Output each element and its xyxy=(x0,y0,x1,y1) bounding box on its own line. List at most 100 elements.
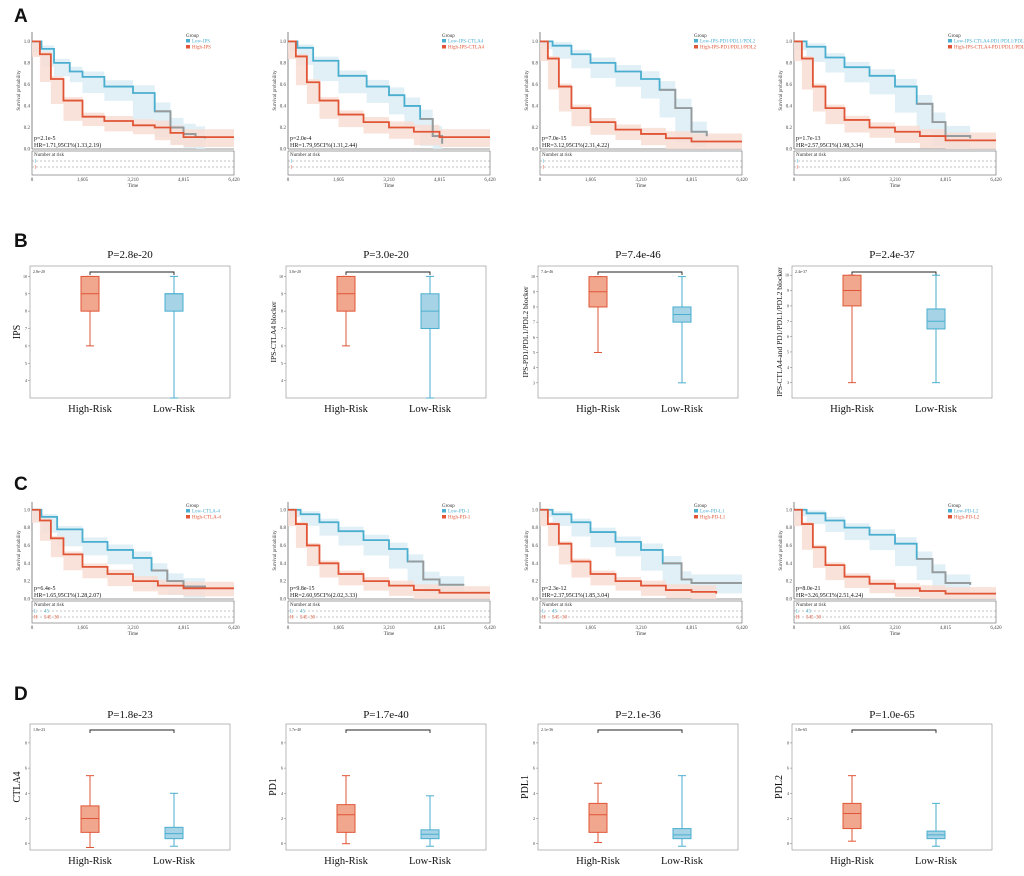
y-tick-label: 0.0 xyxy=(786,598,793,603)
km-plot-a-2: 0.0 0.2 0.4 0.6 0.8 1.0 Survival probability Gr… xyxy=(273,32,496,189)
x-tick-label: 4,815 xyxy=(434,626,446,631)
x-axis-label: Time xyxy=(384,184,395,189)
risk-count-high: H xyxy=(34,616,38,621)
category-label: Low-Risk xyxy=(915,856,958,867)
y-tick-label: 0.2 xyxy=(532,126,539,131)
y-axis-label: PD1 xyxy=(268,778,279,796)
hazard-ratio: HR=3.26,95CI%(2.51,4.24) xyxy=(796,592,863,599)
y-tick-label: 0.6 xyxy=(532,544,539,549)
significance-bracket xyxy=(597,729,683,733)
y-tick-label: 7 xyxy=(25,326,27,331)
box-plot-d-1: 1.8e-23 0 2 4 6 8 P=1.8e-23 CTLA4 High-Risk Low-R… xyxy=(12,709,231,867)
legend-title: Group xyxy=(948,504,961,509)
y-tick-label: 0.2 xyxy=(280,580,287,585)
y-tick-label: 0 xyxy=(281,841,283,846)
x-tick-label: 3,210 xyxy=(127,626,139,631)
risk-count-high: 545 xyxy=(300,616,308,621)
corner-p-label: 1.7e-40 xyxy=(289,727,301,732)
plot-frame xyxy=(29,723,231,851)
plot-frame xyxy=(537,265,739,399)
x-tick-label: 1,605 xyxy=(585,626,597,631)
km-curve-low-tail xyxy=(662,562,742,584)
legend-swatch-low xyxy=(442,509,446,513)
y-tick-label: 2 xyxy=(787,816,789,821)
x-tick-label: 3,210 xyxy=(889,626,901,631)
risk-count-low: 45 xyxy=(300,610,306,615)
x-axis-label: Time xyxy=(128,184,139,189)
km-curve-high xyxy=(32,40,234,139)
km-plot-a-4: 0.0 0.2 0.4 0.6 0.8 1.0 Survival probability Gr… xyxy=(779,32,1024,189)
y-tick-label: 2 xyxy=(25,816,27,821)
y-axis-label: IPS xyxy=(12,325,23,339)
risk-table-frame xyxy=(287,150,491,176)
box-iqr xyxy=(80,805,100,833)
comparison-p-title: P=1.0e-65 xyxy=(869,709,915,721)
legend-label-high: High-CTLA-4 xyxy=(192,516,221,521)
y-tick-label: 4 xyxy=(787,365,789,370)
legend-label-low: Low-PD-L1 xyxy=(700,510,725,515)
ci-band-high xyxy=(32,509,234,597)
y-tick-label: 0.6 xyxy=(280,544,287,549)
plot-frame xyxy=(791,265,993,399)
y-tick-label: 0.4 xyxy=(24,562,31,567)
risk-count-low: L xyxy=(290,610,293,615)
significance-bracket xyxy=(851,271,937,275)
y-axis-label: IPS-PD1/PDL1/PDL2 blocker xyxy=(521,286,530,378)
corner-p-label: 2.4e-37 xyxy=(795,269,807,274)
x-tick-label: 0 xyxy=(539,626,542,631)
risk-count-high: 30 xyxy=(54,616,60,621)
category-label: High-Risk xyxy=(324,856,369,867)
y-tick-label: 6 xyxy=(25,343,27,348)
risk-table-frame xyxy=(287,600,491,624)
y-tick-label: 4 xyxy=(25,791,27,796)
category-label: High-Risk xyxy=(576,856,621,867)
x-tick-label: 1,605 xyxy=(585,178,597,183)
legend-label-high: High-IPS xyxy=(192,46,211,51)
corner-p-label: 3.0e-20 xyxy=(289,269,301,274)
risk-count-low: 1 xyxy=(290,160,293,165)
legend-swatch-high xyxy=(186,45,190,49)
y-tick-label: 5 xyxy=(25,361,27,366)
p-value: p=7.0e-15 xyxy=(542,136,567,142)
y-tick-label: 0 xyxy=(25,841,27,846)
plot-frame xyxy=(791,723,993,851)
legend-label-low: Low-IPS-CTLA4-PD1/PDL1/PDL2 xyxy=(954,40,1024,45)
risk-count-high: 1 xyxy=(290,166,293,171)
x-tick-label: 6,420 xyxy=(228,178,240,183)
y-tick-label: 5 xyxy=(281,361,283,366)
y-tick-label: 0.0 xyxy=(532,148,539,153)
y-tick-label: 0.2 xyxy=(786,126,793,131)
corner-p-label: 1.8e-23 xyxy=(33,727,45,732)
risk-count-low: 45 xyxy=(806,610,812,615)
y-axis-label: Survival probability xyxy=(17,70,22,111)
y-tick-label: 0.2 xyxy=(532,580,539,585)
legend-label-low: Low-PD-1 xyxy=(448,510,470,515)
y-axis-label: IPS-CTLA4 blocker xyxy=(269,301,278,363)
y-tick-label: 4 xyxy=(533,365,535,370)
legend-label-low: Low-PD-L2 xyxy=(954,510,979,515)
legend-swatch-high xyxy=(948,45,952,49)
y-tick-label: 0.0 xyxy=(280,148,287,153)
legend-swatch-low xyxy=(186,509,190,513)
y-tick-label: 0.4 xyxy=(786,104,793,109)
y-tick-label: 0.4 xyxy=(280,562,287,567)
y-tick-label: 0.8 xyxy=(280,61,287,66)
category-label: Low-Risk xyxy=(153,404,196,415)
y-tick-label: 9 xyxy=(25,291,27,296)
p-value: p=2.3e-12 xyxy=(542,586,567,592)
x-tick-label: 0 xyxy=(793,626,796,631)
comparison-p-title: P=2.8e-20 xyxy=(107,249,153,261)
y-tick-label: 0.6 xyxy=(280,83,287,88)
corner-p-label: 7.4e-46 xyxy=(541,269,553,274)
box-plot-d-3: 2.1e-36 0 2 4 6 8 P=2.1e-36 PDL1 High-Risk Low-Ri… xyxy=(520,709,739,867)
y-tick-label: 8 xyxy=(25,740,27,745)
y-tick-label: 0.2 xyxy=(24,580,31,585)
significance-bracket xyxy=(89,729,175,733)
hazard-ratio: HR=2.60,95CI%(2.02,3.33) xyxy=(290,592,357,599)
ci-band-high xyxy=(794,41,996,149)
p-value: p=2.1e-5 xyxy=(34,136,56,142)
risk-table-title: Number at risk xyxy=(34,153,64,158)
x-tick-label: 6,420 xyxy=(228,626,240,631)
y-tick-label: 0 xyxy=(787,841,789,846)
